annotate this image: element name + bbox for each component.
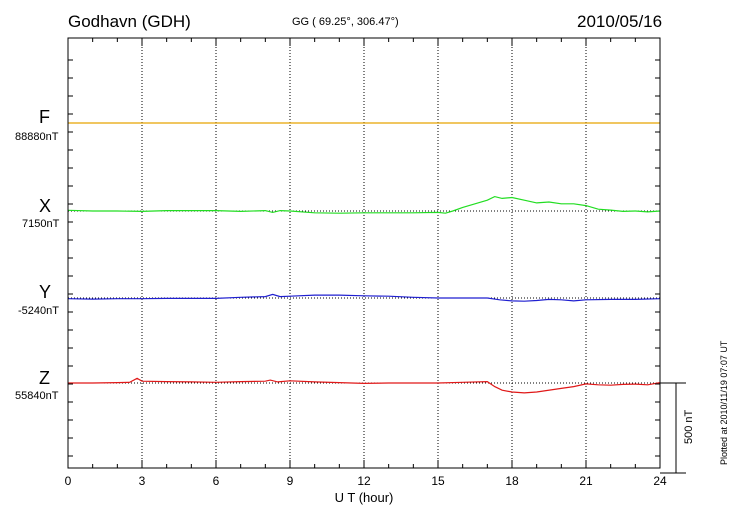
scale-bar [660, 382, 686, 474]
station-coordinates: GG ( 69.25°, 306.47°) [292, 16, 399, 28]
plot-frame [67, 37, 661, 469]
x-tick-label: 12 [357, 474, 371, 488]
x-tick-label: 0 [65, 474, 72, 488]
series-line-z [68, 377, 661, 394]
series-line-x [67, 195, 661, 214]
component-x-label: X [39, 196, 52, 216]
component-y-label: Y [39, 282, 52, 302]
plot-date: 2010/05/16 [577, 12, 663, 31]
x-tick-label: 3 [139, 474, 146, 488]
component-z-label: Z [39, 368, 50, 388]
x-axis-label: U T (hour) [335, 490, 394, 505]
component-f-baseline: 88880nT [15, 131, 59, 143]
x-tick-label: 9 [287, 474, 294, 488]
component-x-baseline: 7150nT [22, 218, 60, 230]
component-z-baseline: 55840nT [15, 390, 59, 402]
grid-lines [141, 38, 587, 468]
axis-ticks: 0 3 6 9 12 15 18 21 24 [65, 38, 667, 488]
x-tick-label: 18 [505, 474, 519, 488]
x-tick-label: 21 [579, 474, 593, 488]
plotted-at-note: Plotted at 2010/11/19 07:07 UT [719, 340, 729, 465]
x-tick-label: 24 [653, 474, 667, 488]
station-title: Godhavn (GDH) [68, 12, 191, 31]
series-lines [67, 122, 661, 394]
component-f-label: F [39, 107, 50, 127]
x-tick-label: 15 [431, 474, 445, 488]
x-tick-label: 6 [213, 474, 220, 488]
component-y-baseline: -5240nT [18, 305, 59, 317]
series-line-y [67, 293, 661, 302]
scale-bar-label: 500 nT [683, 409, 695, 444]
